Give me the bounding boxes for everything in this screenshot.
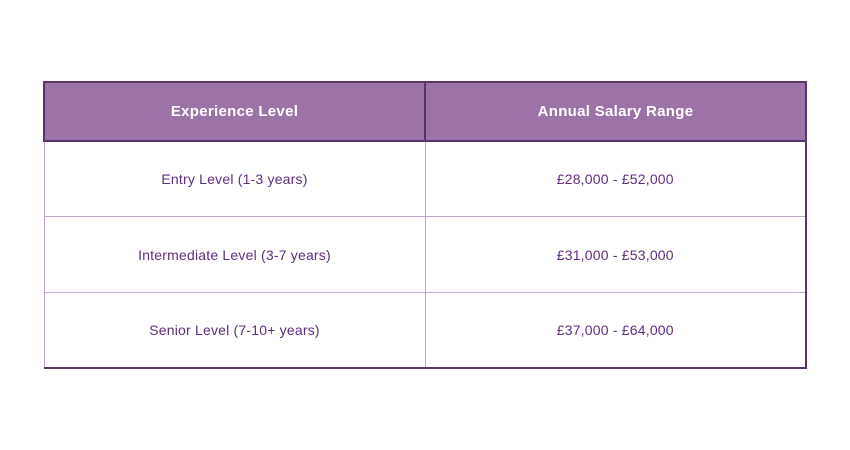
experience-level-cell: Entry Level (1-3 years) [43,140,426,218]
column-header-experience-level: Experience Level [43,81,426,142]
table-row-intermediate-level: Intermediate Level (3-7 years) £31,000 -… [43,216,807,293]
salary-range-cell: £37,000 - £64,000 [424,291,807,369]
column-header-annual-salary-range: Annual Salary Range [424,81,807,142]
salary-range-cell: £28,000 - £52,000 [424,140,807,218]
experience-level-cell: Senior Level (7-10+ years) [43,291,426,369]
salary-range-cell: £31,000 - £53,000 [424,216,807,293]
table-header-row: Experience Level Annual Salary Range [43,81,807,142]
table-row-entry-level: Entry Level (1-3 years) £28,000 - £52,00… [43,140,807,218]
experience-level-cell: Intermediate Level (3-7 years) [43,216,426,293]
table-row-senior-level: Senior Level (7-10+ years) £37,000 - £64… [43,291,807,369]
salary-table: Experience Level Annual Salary Range Ent… [43,81,807,370]
